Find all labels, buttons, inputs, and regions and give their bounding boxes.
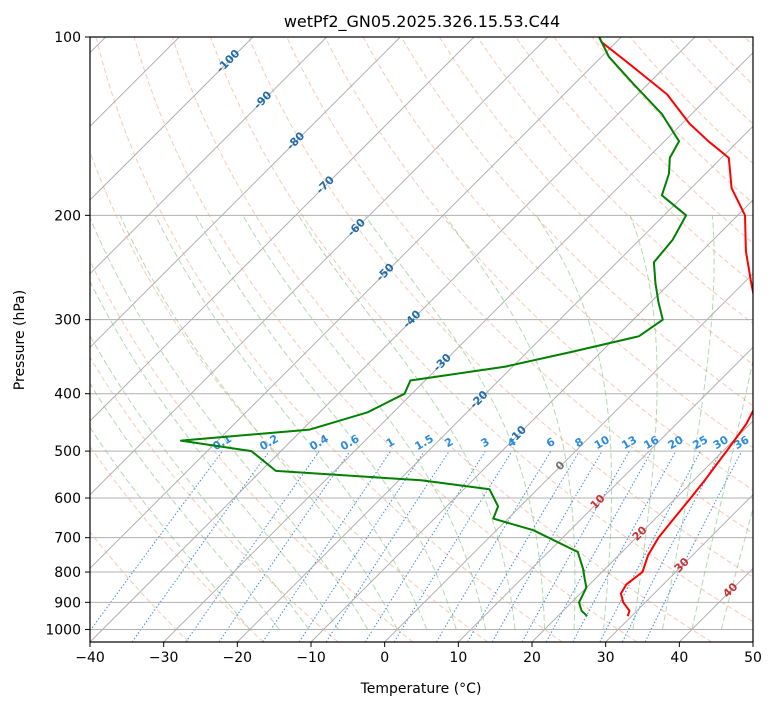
- x-tick-label: 40: [670, 650, 688, 666]
- isotherm-gridline: [457, 346, 753, 642]
- isotherm-gridline: [90, 37, 549, 496]
- mixing-ratio-line: [644, 450, 743, 642]
- mixing-ratio-line: [298, 450, 425, 642]
- dry-adiabats: [90, 37, 753, 642]
- moist-adiabat: [90, 426, 251, 630]
- moist-adiabat: [90, 382, 280, 630]
- dry-adiabat: [438, 37, 753, 366]
- mixing-ratio-line: [621, 450, 722, 642]
- isotherm-gridline: [605, 493, 753, 642]
- isotherm-gridline: [384, 272, 753, 642]
- dry-adiabat: [248, 37, 753, 578]
- isotherm-gridline: [90, 37, 696, 642]
- mixing-ratio-line: [572, 450, 677, 642]
- x-tick-label: −40: [75, 650, 105, 666]
- x-tick-label: 20: [523, 650, 541, 666]
- dry-adiabat: [171, 37, 712, 642]
- isotherm-gridline: [310, 199, 753, 642]
- mixing-ratio-line: [262, 450, 392, 642]
- moist-adiabat: [90, 334, 310, 630]
- isotherm-gridline: [90, 37, 622, 570]
- mixing-ratio-line: [545, 450, 653, 642]
- y-axis: 1000 900 800 700 600 500 400 300 200 100: [45, 30, 90, 638]
- x-tick-label: 0: [380, 650, 389, 666]
- mixing-ratio-line: [364, 450, 486, 642]
- chart-title: wetPf2_GN05.2025.326.15.53.C44: [284, 12, 560, 32]
- dry-adiabat: [210, 37, 753, 623]
- dry-adiabat: [90, 150, 488, 642]
- mixing-ratio-line: [325, 450, 450, 642]
- moist-adiabat: [661, 215, 715, 630]
- y-tick-label: 1000: [45, 622, 81, 638]
- isotherm-gridline: [90, 37, 328, 275]
- x-tick-label: −30: [149, 650, 179, 666]
- x-axis-title: Temperature (°C): [360, 681, 482, 697]
- mixing-ratio-line: [521, 450, 630, 642]
- dry-adiabat: [133, 37, 638, 642]
- mixing-ratio-line: [90, 450, 223, 632]
- x-tick-label: 10: [449, 650, 467, 666]
- y-tick-label: 600: [54, 491, 81, 507]
- y-axis-title: Pressure (hPa): [12, 290, 28, 390]
- moist-adiabat: [691, 358, 753, 630]
- dry-adiabat: [400, 37, 753, 407]
- moist-adiabat: [720, 506, 753, 630]
- mixing-ratio-line: [218, 450, 351, 642]
- plot-area: -100-90-80-70-60-50-40-30-20-10010203040…: [90, 37, 753, 642]
- mixing-ratio-line: [185, 450, 320, 642]
- isotherm-gridline: [236, 125, 753, 642]
- isotherm-gridline: [90, 37, 475, 422]
- dry-adiabat: [324, 37, 753, 491]
- mixing-ratio-line: [599, 450, 701, 642]
- y-tick-label: 500: [54, 444, 81, 460]
- x-tick-label: 50: [744, 650, 762, 666]
- moist-adiabat: [629, 215, 658, 630]
- isotherm-gridline: [90, 37, 254, 201]
- isotherm-gridline: [163, 51, 753, 642]
- y-tick-label: 300: [54, 313, 81, 329]
- profile-series: [179, 37, 753, 617]
- y-tick-label: 200: [54, 208, 81, 224]
- isotherm-gridline: [90, 37, 401, 349]
- mixing-ratio-lines: [90, 450, 743, 642]
- y-tick-label: 700: [54, 531, 81, 547]
- mixing-ratio-line: [131, 450, 270, 642]
- y-tick-label: 100: [54, 30, 81, 46]
- y-tick-label: 800: [54, 565, 81, 581]
- y-tick-label: 400: [54, 387, 81, 403]
- isotherm-gridline: [531, 420, 753, 642]
- plot-frame: [89, 36, 754, 643]
- dewpoint-line: [179, 37, 688, 617]
- mixing-ratio-line: [393, 450, 513, 642]
- x-tick-label: −20: [223, 650, 253, 666]
- dry-adiabat: [90, 531, 190, 642]
- y-tick-label: 900: [54, 595, 81, 611]
- dry-adiabat: [90, 356, 339, 642]
- x-axis: −40 −30 −20 −10 0 10 20 30 40 50: [75, 642, 762, 666]
- temperature-line: [598, 37, 753, 617]
- moist-adiabat: [364, 215, 546, 630]
- dry-adiabat: [90, 445, 264, 642]
- mixing-ratio-line: [435, 450, 552, 642]
- moist-adiabat: [154, 215, 428, 630]
- x-tick-label: 30: [597, 650, 615, 666]
- x-tick-label: −10: [296, 650, 326, 666]
- dry-adiabat: [95, 37, 563, 642]
